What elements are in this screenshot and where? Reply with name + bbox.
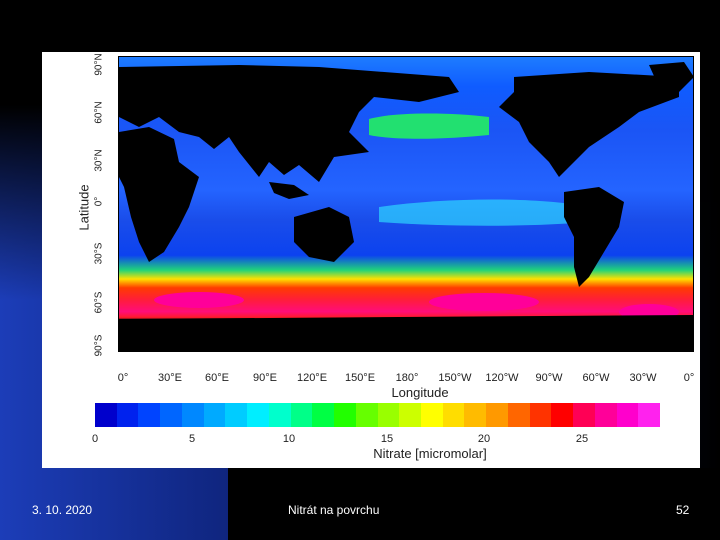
- slide-title: Nitrát na povrchu: [288, 503, 380, 517]
- lon-tick-label: 90°W: [535, 372, 563, 384]
- lon-tick-label: 150°W: [438, 372, 472, 384]
- southern-ocean-peak-1: [154, 292, 244, 308]
- lon-tick-label: 90°E: [253, 372, 277, 384]
- colorbar-swatch: [181, 403, 204, 427]
- landmass-antarctica: [119, 315, 693, 351]
- landmass-australia: [294, 207, 354, 262]
- colorbar-swatch: [442, 403, 465, 427]
- lon-tick-label: 150°E: [344, 372, 376, 384]
- slide-page-number: 52: [676, 503, 690, 517]
- lon-tick-label: 30°W: [629, 372, 657, 384]
- north-pacific-high-nitrate: [369, 113, 489, 139]
- colorbar-swatch: [529, 403, 552, 427]
- colorbar-swatch: [377, 403, 400, 427]
- colorbar-swatch: [312, 403, 335, 427]
- colorbar-swatch: [399, 403, 422, 427]
- landmass-south-america: [564, 187, 624, 287]
- lon-tick-label: 60°E: [205, 372, 229, 384]
- lon-tick-label: 60°W: [582, 372, 610, 384]
- landmass-north-america: [499, 72, 679, 177]
- lat-tick-label: 90°N: [93, 53, 105, 76]
- colorbar-swatch: [95, 403, 117, 427]
- colorbar: [95, 403, 661, 427]
- colorbar-swatch: [594, 403, 617, 427]
- colorbar-tick-label: 5: [188, 433, 196, 445]
- colorbar-swatch: [247, 403, 269, 427]
- slide-date: 3. 10. 2020: [32, 503, 93, 517]
- lat-tick-label: 60°N: [93, 101, 105, 124]
- lon-tick-label: 30°E: [158, 372, 182, 384]
- colorbar-swatch: [573, 403, 595, 427]
- colorbar-title: Nitrate [micromolar]: [373, 446, 487, 461]
- colorbar-tick-label: 25: [575, 433, 589, 445]
- colorbar-swatch: [507, 403, 530, 427]
- colorbar-tick-label: 20: [477, 433, 491, 445]
- colorbar-swatch: [138, 403, 161, 427]
- lat-tick-label: 30°N: [93, 149, 105, 172]
- slide-footer-band: [228, 468, 720, 540]
- colorbar-swatch: [638, 403, 661, 427]
- lon-tick-label: 180°: [395, 372, 419, 384]
- colorbar-tick-label: 10: [282, 433, 296, 445]
- lat-tick-label: 60°S: [93, 291, 105, 314]
- southern-ocean-peak-2: [429, 293, 539, 311]
- lon-tick-label: 0°: [117, 372, 129, 384]
- lon-tick-label: 120°W: [485, 372, 519, 384]
- colorbar-swatch: [616, 403, 639, 427]
- colorbar-swatch: [268, 403, 291, 427]
- colorbar-swatch: [225, 403, 248, 427]
- nitrate-map-svg: [119, 57, 693, 351]
- colorbar-swatch: [334, 403, 356, 427]
- lat-tick-label: 90°S: [93, 334, 105, 357]
- colorbar-swatch: [160, 403, 182, 427]
- landmass-europe-asia: [119, 65, 459, 182]
- colorbar-tick-label: 15: [380, 433, 394, 445]
- equatorial-band: [379, 199, 589, 226]
- colorbar-tick-label: 0: [91, 433, 99, 445]
- colorbar-swatch: [486, 403, 508, 427]
- colorbar-swatch: [290, 403, 313, 427]
- landmass-greenland: [649, 62, 693, 92]
- colorbar-swatch: [116, 403, 139, 427]
- landmass-indonesia: [269, 182, 309, 199]
- colorbar-swatch: [464, 403, 487, 427]
- lon-tick-label: 0°: [683, 372, 695, 384]
- landmass-africa: [119, 127, 199, 262]
- x-axis-title: Longitude: [391, 385, 449, 400]
- lon-tick-label: 120°E: [296, 372, 328, 384]
- colorbar-swatch: [355, 403, 378, 427]
- lat-tick-label: 0°: [93, 196, 105, 207]
- nitrate-map: [118, 56, 694, 352]
- y-axis-title: Latitude: [76, 184, 92, 231]
- lat-tick-label: 30°S: [93, 242, 105, 265]
- colorbar-swatch: [421, 403, 443, 427]
- colorbar-swatch: [203, 403, 226, 427]
- colorbar-swatch: [551, 403, 574, 427]
